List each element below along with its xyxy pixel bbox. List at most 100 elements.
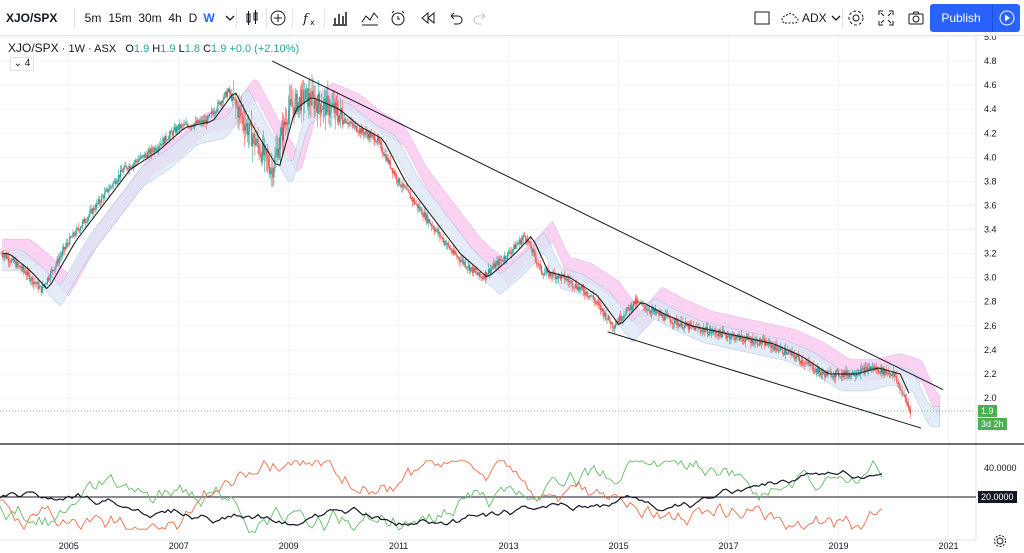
candle-body	[474, 268, 476, 272]
candle-body	[225, 91, 227, 97]
candle-body	[72, 232, 74, 238]
saved-layout-name[interactable]: ADX	[802, 11, 827, 25]
price-scale[interactable]: 5.0 4.8 4.6 4.4 4.2 4.0 3.8 3.6 3.4 3.2 3.0 2.8 2.6 2…	[984, 36, 1017, 473]
candle-body	[239, 107, 241, 110]
candle-body	[8, 261, 11, 263]
financials-icon[interactable]	[330, 8, 350, 28]
candles-chart-type-icon[interactable]	[242, 8, 262, 28]
candle-body	[76, 228, 78, 229]
candle-body	[296, 93, 298, 113]
trendline-upper[interactable]	[271, 60, 944, 391]
candle-body	[282, 121, 285, 141]
adx-level-tag: 20.0000	[978, 491, 1017, 503]
candle-body	[548, 269, 550, 277]
candle-body	[291, 100, 293, 107]
candle-body	[687, 324, 690, 330]
interval-5m-button[interactable]: 5m	[84, 11, 102, 25]
camera-icon[interactable]	[906, 8, 926, 28]
candle-body	[646, 309, 648, 311]
candle-body	[700, 330, 702, 333]
candle-body	[880, 367, 882, 374]
interval-w-button[interactable]: W	[203, 11, 215, 25]
add-compare-icon[interactable]	[268, 8, 288, 28]
candle-body	[612, 327, 614, 329]
candle-body	[795, 356, 797, 359]
candle-body	[593, 298, 595, 302]
fullscreen-layout-icon[interactable]	[752, 8, 772, 28]
chevron-down-icon[interactable]	[826, 8, 846, 28]
candle-body	[33, 282, 35, 285]
candle-body	[412, 199, 415, 202]
candle-body	[634, 298, 637, 304]
interval-4h-button[interactable]: 4h	[168, 11, 182, 25]
candle-body	[738, 334, 740, 341]
candle-body	[377, 137, 380, 142]
gear-icon[interactable]	[846, 8, 866, 28]
candle-body	[680, 321, 682, 325]
templates-icon[interactable]	[360, 8, 380, 28]
candle-body	[3, 255, 5, 258]
candle-body	[219, 101, 221, 106]
cloud-save-icon[interactable]	[780, 8, 800, 28]
candle-body	[643, 303, 645, 307]
candle-body	[503, 256, 506, 261]
candle-body	[420, 209, 422, 211]
candle-body	[750, 340, 752, 344]
candle-body	[877, 367, 879, 371]
moving-average-line	[2, 92, 910, 394]
candle-body	[208, 113, 211, 117]
candle-body	[706, 327, 709, 335]
candle-body	[400, 185, 402, 187]
chart-canvas[interactable]: 5.0 4.8 4.6 4.4 4.2 4.0 3.8 3.6 3.4 3.2 3.0 2.8 2.6 2…	[0, 36, 1024, 553]
candle-body	[370, 134, 372, 138]
symbol-search-button[interactable]: XJO/SPX	[6, 11, 58, 25]
candle-body	[164, 135, 166, 144]
candle-body	[652, 308, 655, 312]
candle-body	[29, 274, 31, 281]
candle-body	[460, 260, 462, 262]
undo-icon[interactable]	[446, 8, 466, 28]
candle-body	[125, 165, 127, 167]
chevron-down-icon[interactable]	[220, 8, 240, 28]
chart-legend[interactable]: XJO/SPX · 1W · ASX O1.9 H1.9 L1.8 C1.9 +…	[8, 41, 299, 55]
alert-clock-icon[interactable]	[388, 8, 408, 28]
publish-button[interactable]: Publish	[930, 4, 992, 32]
candle-body	[226, 91, 228, 97]
collapse-indicators-button[interactable]: ⌄ 4	[10, 57, 34, 71]
trendline-lower[interactable]	[607, 331, 922, 429]
bar-countdown-tag: 3d 2h	[978, 418, 1007, 430]
interval-30m-button[interactable]: 30m	[138, 11, 162, 25]
candle-body	[763, 339, 766, 346]
candle-body	[277, 148, 279, 158]
candle-body	[699, 328, 701, 331]
play-button[interactable]	[992, 4, 1020, 32]
candle-body	[443, 240, 445, 243]
price-candles	[0, 74, 912, 419]
candle-body	[721, 330, 723, 338]
candle-body	[111, 185, 113, 187]
candle-body	[662, 314, 664, 320]
candle-body	[438, 231, 440, 234]
candle-body	[574, 283, 576, 288]
interval-d-button[interactable]: D	[188, 11, 198, 25]
replay-icon[interactable]	[418, 8, 438, 28]
candle-body	[799, 361, 802, 363]
time-tick-label: 2007	[169, 541, 189, 551]
chart-settings-gear-icon[interactable]	[994, 535, 1006, 547]
interval-15m-button[interactable]: 15m	[108, 11, 132, 25]
candle-body	[493, 263, 495, 268]
redo-icon	[473, 12, 486, 25]
candle-body	[399, 178, 401, 186]
time-scale[interactable]: 2005 2007 2009 2011 2013 2015 2017 2019 2021	[59, 541, 959, 551]
candle-body	[771, 345, 773, 348]
fullscreen-icon[interactable]	[876, 8, 896, 28]
candle-body	[306, 88, 308, 90]
legend-separator: ·	[88, 43, 95, 55]
candle-body	[794, 356, 796, 359]
candle-body	[582, 285, 584, 289]
candle-body	[38, 286, 40, 289]
candle-body	[87, 217, 89, 222]
candle-body	[584, 292, 586, 295]
candle-body	[633, 301, 636, 304]
